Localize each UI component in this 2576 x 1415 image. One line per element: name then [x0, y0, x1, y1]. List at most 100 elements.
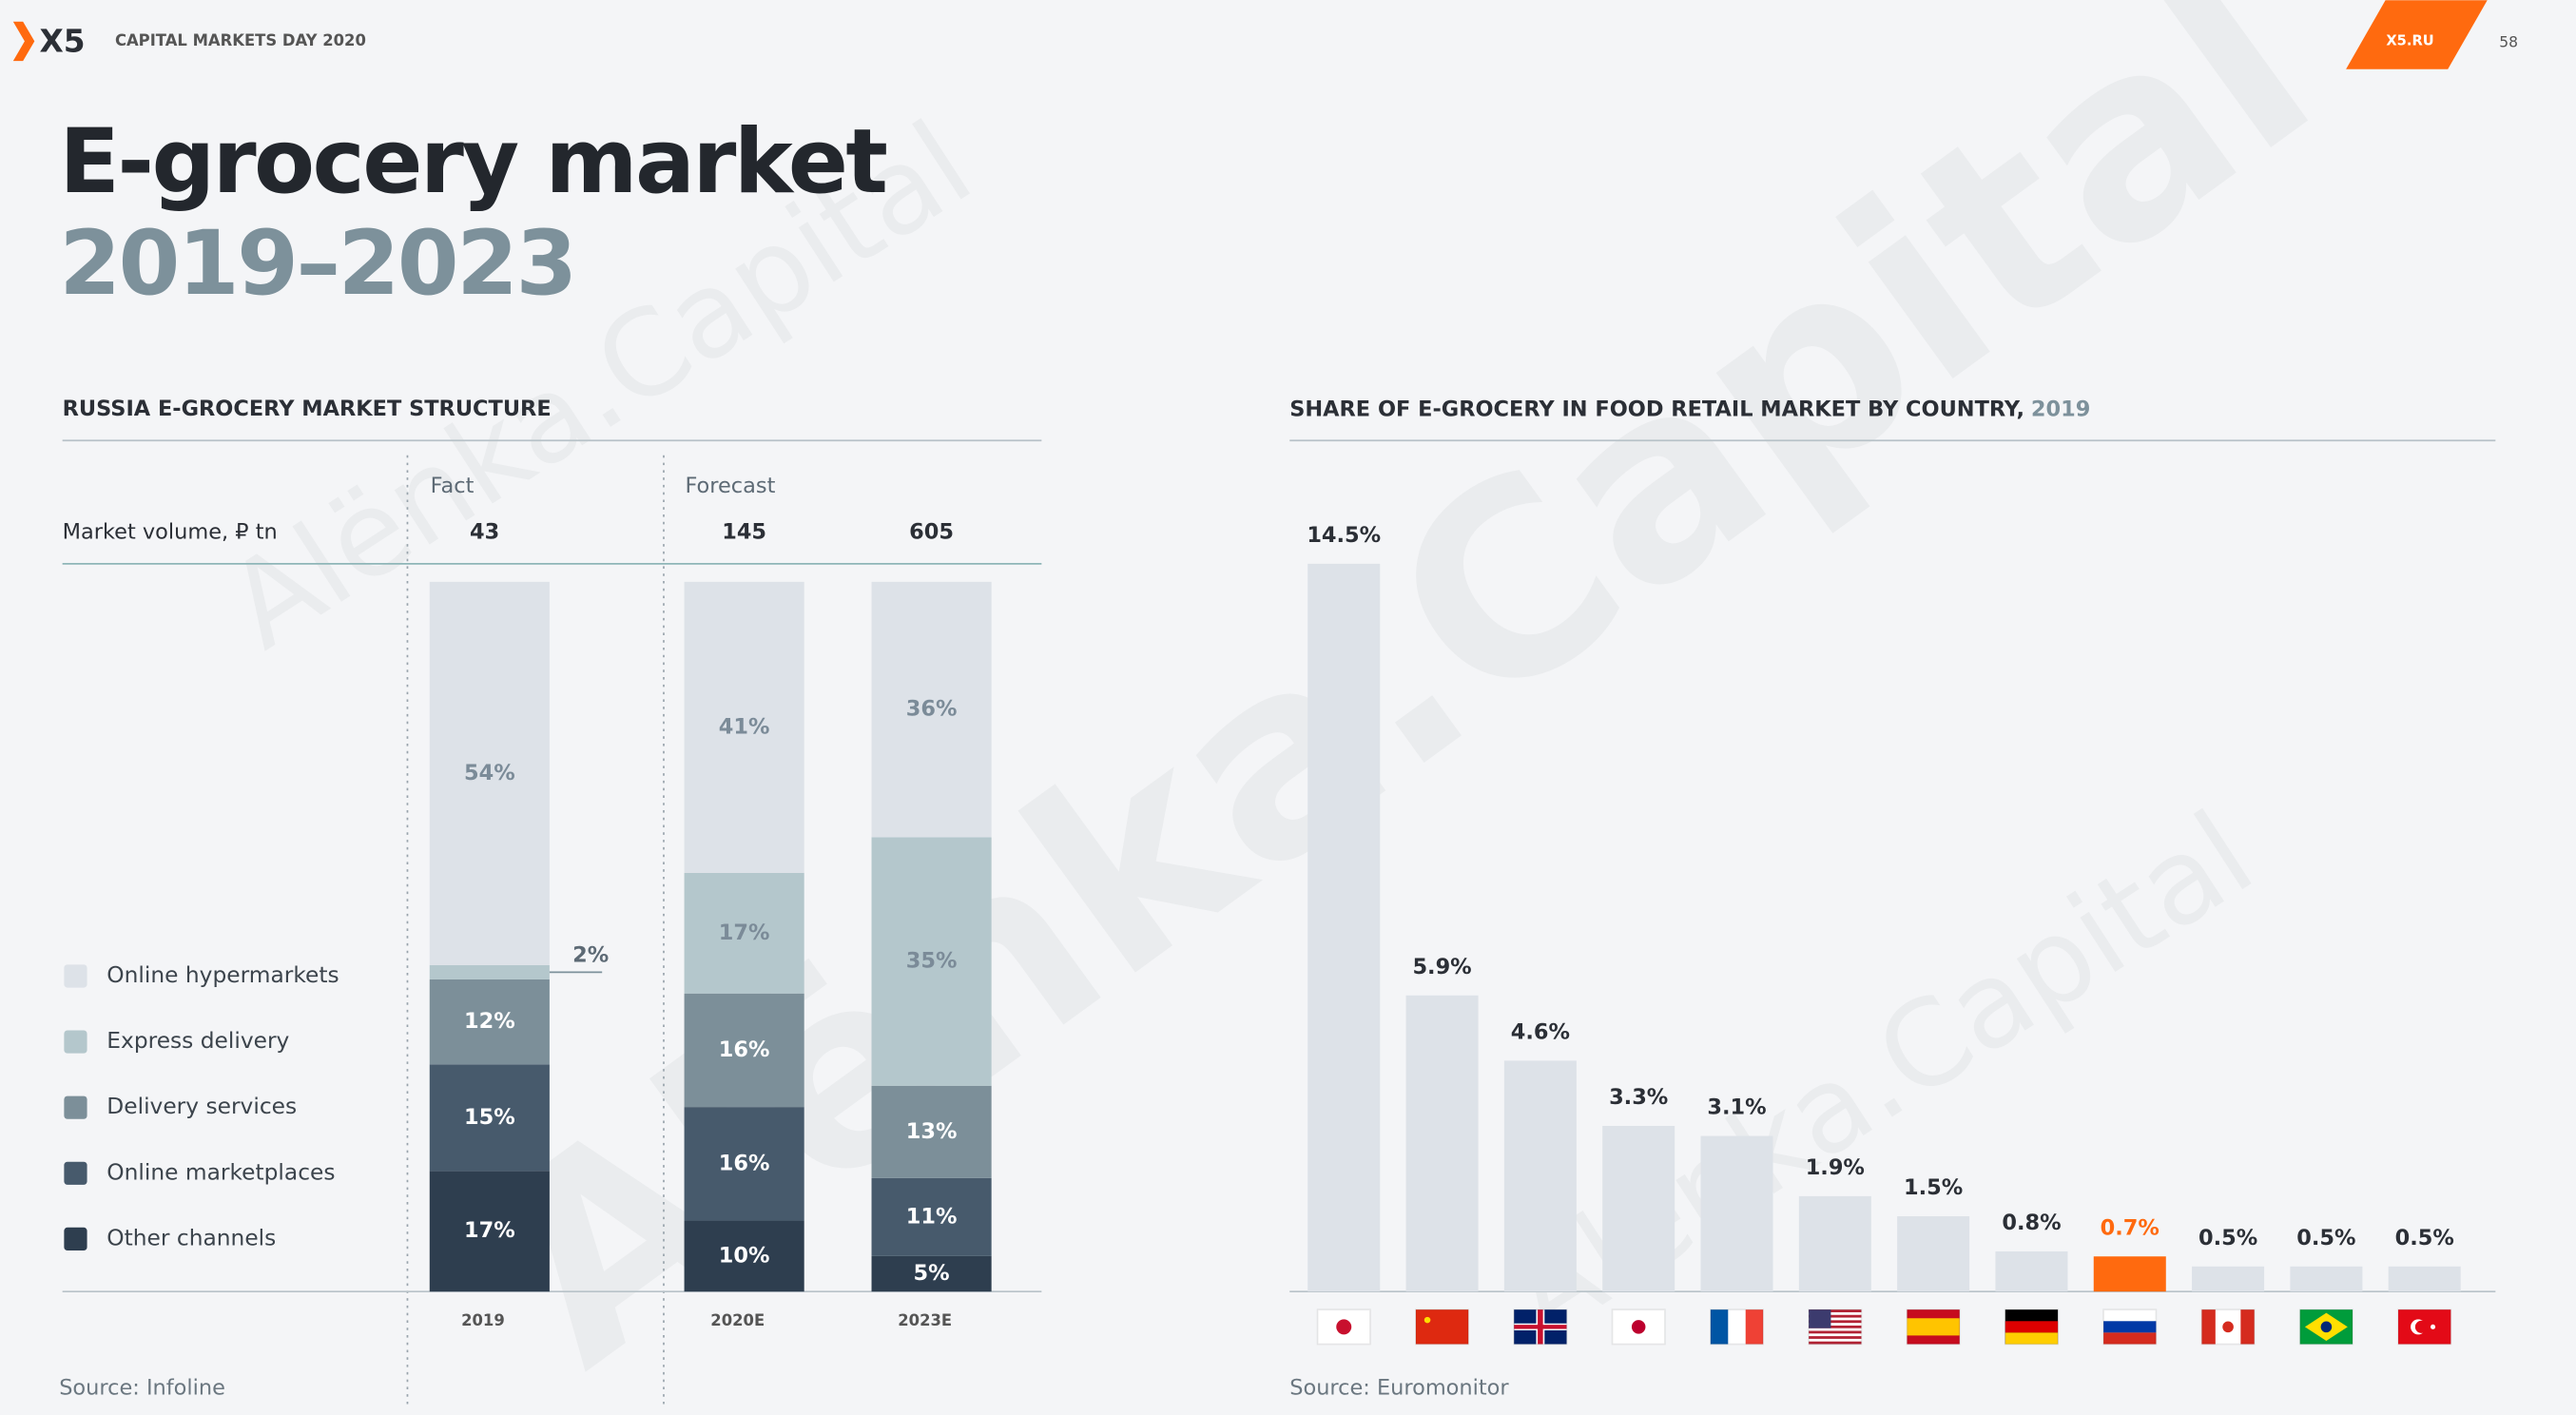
flag-part: [2431, 1324, 2436, 1329]
flag-border: [2200, 1308, 2256, 1346]
value-label: 0.5%: [2296, 1226, 2355, 1250]
flag-part: [1809, 1309, 1831, 1328]
bar-segment: [429, 964, 550, 979]
flag-part: [1809, 1314, 1862, 1318]
flag: [1808, 1308, 1863, 1346]
flag-border: [1611, 1308, 1666, 1346]
value-label: 16%: [719, 1151, 770, 1175]
flag-part: [1631, 1320, 1646, 1334]
flag-part: [2103, 1332, 2157, 1345]
legend-label: Express delivery: [107, 1028, 289, 1054]
flag: [2298, 1308, 2353, 1346]
flag: [1513, 1308, 1568, 1346]
flag-part: [1809, 1330, 1862, 1334]
period-label: Fact: [431, 474, 475, 498]
bar: [1897, 1216, 1970, 1292]
value-label: 10%: [719, 1243, 770, 1268]
value-label: 54%: [464, 761, 515, 785]
legend-swatch: [64, 964, 87, 988]
bar-segment: [429, 979, 550, 1065]
bar: [2093, 1256, 2166, 1292]
value-label: 35%: [906, 949, 958, 974]
value-label: 3.3%: [1609, 1085, 1668, 1110]
flag-part: [1424, 1316, 1431, 1324]
source: Source: Infoline: [59, 1376, 225, 1401]
bar-segment: [871, 581, 992, 838]
value-label: 0.8%: [2002, 1211, 2061, 1235]
volume-value: 43: [470, 520, 499, 545]
bar: [1307, 563, 1381, 1292]
bar: [1700, 1135, 1773, 1292]
value-label: 5.9%: [1412, 955, 1471, 979]
volume-value: 145: [722, 520, 766, 545]
legend-swatch: [64, 1030, 87, 1054]
bar-segment: [871, 837, 992, 1086]
flag-part: [2414, 1320, 2428, 1333]
value-label: 14.5%: [1307, 523, 1381, 548]
value-label: 0.7%: [2101, 1215, 2160, 1240]
flag: [1415, 1308, 1470, 1346]
bar-segment: [684, 1220, 804, 1292]
flag-border: [1808, 1308, 1863, 1346]
flag-border: [2004, 1308, 2059, 1346]
volume-value: 605: [909, 520, 954, 545]
flag-part: [2320, 1321, 2333, 1333]
flag-part: [1415, 1309, 1469, 1345]
volume-label: Market volume, ₽ tn: [63, 520, 278, 545]
legend-swatch: [64, 1095, 87, 1119]
chart-title: RUSSIA E-GROCERY MARKET STRUCTURE: [63, 397, 552, 421]
logo-mark: [12, 21, 35, 62]
flag: [1316, 1308, 1371, 1346]
page-number: 58: [2499, 34, 2518, 51]
x-tick-label: 2020E: [710, 1311, 765, 1329]
flag: [1709, 1308, 1765, 1346]
legend-swatch: [64, 1161, 87, 1185]
bar: [2290, 1266, 2363, 1292]
flag-part: [1809, 1341, 1862, 1345]
legend-label: Other channels: [107, 1225, 276, 1250]
flag-part: [1907, 1318, 1960, 1336]
value-label: 11%: [906, 1204, 958, 1229]
legend-label: Online hypermarkets: [107, 962, 339, 988]
value-label: 5%: [914, 1261, 950, 1286]
flag-border: [1513, 1308, 1568, 1346]
value-label: 16%: [719, 1037, 770, 1062]
flag-part: [2005, 1321, 2059, 1333]
flag-part: [1809, 1325, 1862, 1328]
x-tick-label: 2023E: [898, 1311, 952, 1329]
legend-swatch: [64, 1227, 87, 1250]
flag-part: [2201, 1309, 2216, 1345]
bar-segment: [429, 1171, 550, 1292]
flag-border: [1709, 1308, 1765, 1346]
bar-segment: [429, 1064, 550, 1172]
source: Source: Euromonitor: [1289, 1376, 1509, 1401]
flag-part: [1809, 1309, 1862, 1312]
flag-part: [1745, 1309, 1764, 1345]
flag-part: [2005, 1332, 2059, 1345]
flag-border: [2298, 1308, 2353, 1346]
flag-part: [2240, 1309, 2255, 1345]
bar: [1503, 1060, 1577, 1292]
value-label: 13%: [906, 1119, 958, 1144]
flag: [1611, 1308, 1666, 1346]
value-label: 4.6%: [1511, 1020, 1570, 1045]
flag-part: [1710, 1309, 1729, 1345]
chart-subtitle: 2019: [2031, 397, 2090, 421]
flag: [2004, 1308, 2059, 1346]
site-badge: [2346, 0, 2488, 69]
flag-part: [2222, 1321, 2234, 1333]
bar-segment: [871, 1177, 992, 1256]
bar: [1405, 995, 1479, 1292]
value-label: 1.5%: [1904, 1175, 1963, 1200]
flag-part: [1809, 1320, 1862, 1324]
bar-segment: [871, 1085, 992, 1178]
chart-title: SHARE OF E-GROCERY IN FOOD RETAIL MARKET…: [1289, 397, 2090, 421]
flag-part: [2103, 1321, 2157, 1333]
bar: [2192, 1266, 2265, 1292]
value-label: 3.1%: [1707, 1095, 1766, 1120]
chart-title-text: SHARE OF E-GROCERY IN FOOD RETAIL MARKET…: [1289, 397, 2024, 421]
value-label: 12%: [464, 1009, 515, 1034]
bar-segment: [871, 1255, 992, 1292]
